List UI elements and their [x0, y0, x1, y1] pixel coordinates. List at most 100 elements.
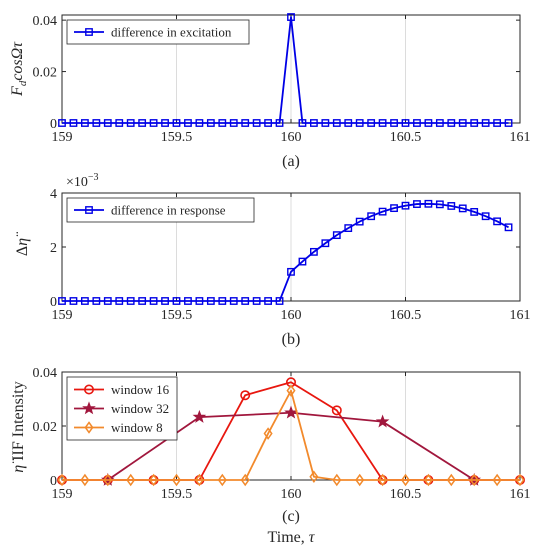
- data-point-square: [275, 297, 284, 305]
- panel-c-ylabel: η̈ IIF Intensity: [10, 381, 27, 472]
- panel-a-legend: difference in excitation: [66, 19, 250, 45]
- data-point-square: [458, 204, 467, 213]
- data-point-square: [126, 297, 135, 305]
- data-point-square: [149, 297, 158, 305]
- series-line: [62, 16, 509, 124]
- data-point-square: [310, 247, 318, 256]
- data-point-square: [424, 119, 433, 127]
- data-point-square: [332, 231, 341, 240]
- data-point-star: [375, 414, 390, 428]
- data-point-square: [195, 119, 204, 127]
- data-point-square: [435, 200, 444, 209]
- data-point-square: [241, 297, 250, 305]
- x-tick-label: 160.5: [390, 487, 422, 502]
- data-point-diamond: [149, 473, 159, 487]
- data-point-square: [206, 297, 215, 305]
- data-point-square: [401, 119, 410, 127]
- data-point-diamond: [194, 473, 204, 487]
- data-point-square: [458, 119, 467, 127]
- data-point-square: [344, 119, 353, 127]
- x-tick-label: 161: [510, 130, 531, 145]
- data-point-square: [378, 119, 387, 127]
- data-point-square: [355, 217, 364, 226]
- panel-c-legend: window 16 window 32 window 8: [66, 376, 178, 441]
- x-tick-label: 159.5: [161, 308, 193, 323]
- data-point-circle: [331, 405, 342, 416]
- data-point-square: [103, 297, 112, 305]
- data-point-circle: [240, 390, 251, 401]
- y-tick-label: 0.02: [33, 66, 58, 81]
- data-point-diamond: [515, 473, 525, 487]
- data-point-square: [310, 119, 318, 127]
- legend-swatch-marker: [84, 421, 94, 434]
- data-point-square: [470, 207, 479, 216]
- data-point-diamond: [355, 473, 365, 487]
- data-point-diamond: [469, 473, 479, 487]
- panel-b: 159 159.5 160 160.5 161 0 2 4 difference in res…: [14, 172, 531, 348]
- panel-a: 159 159.5 160 160.5 161 0 0.02 0.04 difference …: [9, 13, 531, 170]
- y-tick-label: 0.04: [33, 14, 58, 29]
- data-point-square: [218, 119, 227, 127]
- data-point-square: [470, 119, 479, 127]
- legend-swatch-marker: [85, 206, 93, 214]
- data-point-square: [390, 119, 398, 127]
- data-point-square: [149, 119, 158, 127]
- data-point-square: [287, 13, 295, 21]
- x-tick-label: 159: [52, 130, 73, 145]
- x-tick-label: 160: [281, 487, 302, 502]
- y-tick-label: 0: [50, 295, 57, 310]
- data-point-diamond: [332, 473, 342, 487]
- data-point-square: [138, 297, 147, 305]
- data-point-square: [424, 199, 433, 208]
- y-tick-label: 0.02: [33, 420, 58, 435]
- data-point-square: [69, 119, 78, 127]
- y-tick-label: 4: [50, 187, 57, 202]
- data-point-square: [378, 207, 387, 216]
- data-point-square: [92, 119, 101, 127]
- data-point-square: [321, 119, 330, 127]
- data-point-square: [367, 212, 376, 221]
- panel-a-caption: (a): [282, 153, 300, 170]
- data-point-diamond: [492, 473, 502, 487]
- panel-b-ticks: 159 159.5 160 160.5 161 0 2 4: [50, 187, 531, 323]
- data-point-square: [390, 204, 398, 213]
- data-point-square: [481, 119, 490, 127]
- data-point-square: [321, 239, 330, 248]
- data-point-square: [241, 119, 250, 127]
- data-point-square: [126, 119, 135, 127]
- data-point-square: [344, 224, 353, 232]
- data-point-square: [504, 119, 513, 127]
- data-point-square: [103, 119, 112, 127]
- data-point-diamond: [171, 473, 182, 487]
- panel-b-exponent-label: ×10−3: [66, 172, 99, 190]
- data-point-square: [69, 297, 78, 305]
- x-tick-label: 161: [510, 487, 531, 502]
- data-point-square: [161, 297, 169, 305]
- data-point-square: [493, 217, 501, 226]
- data-point-diamond: [263, 427, 273, 440]
- panel-b-legend: difference in response: [66, 197, 255, 223]
- legend-swatch-marker: [82, 401, 96, 415]
- data-point-square: [367, 119, 376, 127]
- data-point-square: [264, 119, 272, 127]
- y-tick-label: 0: [50, 474, 57, 489]
- y-tick-label: 2: [50, 241, 57, 256]
- panel-b-series: [58, 199, 513, 305]
- legend-label: window 8: [111, 420, 163, 435]
- data-point-square: [504, 223, 513, 232]
- data-point-diamond: [309, 470, 319, 484]
- series-line: [62, 202, 509, 302]
- data-point-square: [481, 212, 490, 221]
- data-point-star: [192, 409, 207, 423]
- data-point-square: [195, 297, 204, 305]
- data-point-square: [184, 297, 192, 305]
- data-point-square: [355, 119, 364, 127]
- data-point-square: [413, 119, 421, 127]
- x-tick-label: 159: [52, 487, 73, 502]
- data-point-diamond: [400, 473, 411, 487]
- panel-c-ticks: 159 159.5 160 160.5 161 0 0.02 0.04: [33, 366, 531, 502]
- data-point-square: [413, 200, 421, 208]
- data-point-square: [252, 297, 261, 305]
- legend-label: difference in response: [111, 203, 226, 218]
